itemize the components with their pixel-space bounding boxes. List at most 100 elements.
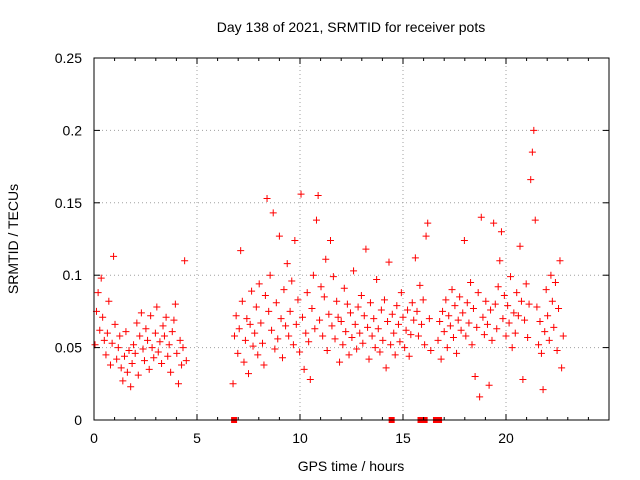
data-point <box>451 302 459 310</box>
data-point <box>519 375 527 383</box>
data-point <box>440 328 448 336</box>
data-point <box>269 209 277 217</box>
data-point <box>439 307 447 315</box>
data-point <box>336 358 344 366</box>
data-point <box>311 325 319 333</box>
data-point <box>531 216 539 224</box>
data-point <box>229 380 237 388</box>
data-point <box>411 254 419 262</box>
data-point <box>427 346 435 354</box>
data-point <box>111 320 119 328</box>
data-point <box>328 322 336 330</box>
data-point <box>105 297 113 305</box>
data-point <box>387 341 395 349</box>
data-point <box>449 333 457 341</box>
data-point <box>168 328 176 336</box>
data-point <box>302 329 310 337</box>
data-point <box>176 336 184 344</box>
data-point <box>91 341 99 349</box>
data-point <box>424 219 432 227</box>
data-point <box>305 338 313 346</box>
data-point <box>368 332 376 340</box>
data-point <box>117 364 125 372</box>
data-point <box>268 326 276 334</box>
data-point <box>553 346 561 354</box>
data-point <box>114 344 122 352</box>
data-point <box>408 299 416 307</box>
data-point <box>539 386 547 394</box>
data-point <box>280 286 288 294</box>
data-point <box>504 302 512 310</box>
data-point <box>151 329 159 337</box>
data-point <box>462 332 470 340</box>
data-point <box>181 257 189 265</box>
data-point <box>558 364 566 372</box>
data-point <box>524 333 532 341</box>
data-point <box>541 328 549 336</box>
data-point <box>457 326 465 334</box>
data-point <box>366 299 374 307</box>
data-point <box>510 309 518 317</box>
data-point <box>110 252 118 260</box>
data-point <box>260 361 268 369</box>
data-point <box>559 332 567 340</box>
data-point <box>339 341 347 349</box>
data-point <box>547 271 555 279</box>
data-point <box>329 273 337 281</box>
data-point <box>516 242 524 250</box>
data-point <box>150 354 158 362</box>
data-point <box>261 291 269 299</box>
data-point <box>446 322 454 330</box>
data-point <box>153 303 161 311</box>
data-point <box>288 277 296 285</box>
x-tick-label: 0 <box>90 430 98 446</box>
data-point <box>158 360 166 368</box>
data-point <box>402 326 410 334</box>
data-point <box>456 293 464 301</box>
data-point <box>391 351 399 359</box>
data-point <box>289 341 297 349</box>
data-point <box>479 313 487 321</box>
data-point <box>137 309 145 317</box>
data-point <box>334 313 342 321</box>
data-point <box>453 349 461 357</box>
tick-labels: 0 5 10 15 20 0 0.05 0.1 0.15 0.2 0.25 <box>55 50 514 446</box>
data-point <box>337 318 345 326</box>
data-point <box>422 232 430 240</box>
data-point <box>491 300 499 308</box>
data-point <box>533 303 541 311</box>
data-point <box>508 344 516 352</box>
data-point <box>300 365 308 373</box>
x-tick-label: 15 <box>395 430 411 446</box>
data-point <box>511 329 519 337</box>
data-point <box>140 357 148 365</box>
data-point <box>100 336 108 344</box>
data-point <box>102 351 110 359</box>
data-point <box>238 297 246 305</box>
data-point <box>298 313 306 321</box>
data-point <box>350 267 358 275</box>
y-tick-label: 0.2 <box>63 122 83 138</box>
data-point <box>384 318 392 326</box>
data-point <box>370 315 378 323</box>
data-point <box>145 365 153 373</box>
data-point <box>308 305 316 313</box>
data-point <box>354 303 362 311</box>
data-point <box>322 255 330 263</box>
data-point <box>285 332 293 340</box>
data-point <box>497 228 505 236</box>
data-point <box>544 312 552 320</box>
data-point <box>459 309 467 317</box>
data-point <box>476 393 484 401</box>
data-point <box>134 371 142 379</box>
data-point <box>416 281 424 289</box>
data-point <box>97 274 105 282</box>
data-point <box>517 297 525 305</box>
data-point <box>234 349 242 357</box>
data-point <box>463 299 471 307</box>
data-point <box>182 357 190 365</box>
data-point <box>160 332 168 340</box>
data-point <box>317 283 325 291</box>
data-point <box>394 320 402 328</box>
x-axis-title: GPS time / hours <box>298 458 405 474</box>
